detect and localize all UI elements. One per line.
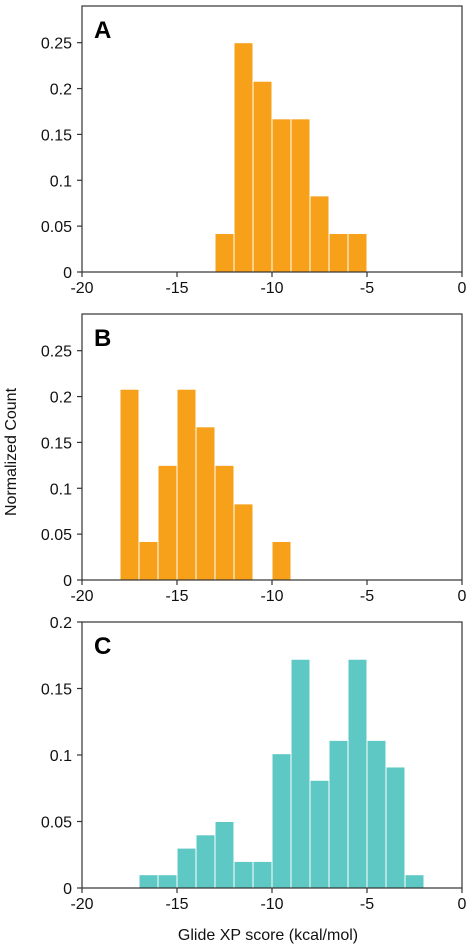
x-tick-label-c-0: -20	[70, 896, 93, 913]
bar-c-11	[347, 658, 368, 889]
bar-b-2	[157, 464, 178, 581]
y-tick-label-c-4: 0.2	[50, 615, 72, 632]
bar-c-7	[271, 753, 292, 889]
x-tick-label-b-1: -15	[165, 588, 188, 605]
x-tick-label-b-0: -20	[70, 588, 93, 605]
bar-a-0	[214, 232, 235, 273]
bar-a-4	[290, 118, 311, 273]
bar-c-3	[195, 834, 216, 889]
bar-b-0	[119, 388, 140, 581]
bar-c-1	[157, 874, 178, 889]
bar-b-7	[271, 540, 292, 581]
y-tick-label-b-5: 0.25	[41, 344, 72, 361]
x-tick-label-c-3: -5	[360, 896, 374, 913]
bar-c-0	[138, 874, 159, 889]
bar-c-14	[404, 874, 425, 889]
bar-c-10	[328, 739, 349, 889]
x-tick-label-c-4: 0	[458, 896, 467, 913]
x-tick-label-b-2: -10	[260, 588, 283, 605]
bar-c-2	[176, 847, 197, 889]
y-axis-title: Normalized Count	[3, 387, 20, 516]
y-tick-label-c-2: 0.1	[50, 748, 72, 765]
y-tick-label-a-1: 0.05	[41, 219, 72, 236]
bar-c-5	[233, 860, 254, 889]
panel-c: -20 -15 -10 -5 0 0 0.05 0.1 0.15 0.2 C	[41, 615, 467, 913]
bar-b-1	[138, 540, 159, 581]
panel-a: -20 -15 -10 -5 0 0 0.05 0.1 0.15 0.2 0.25 A	[41, 5, 467, 297]
bar-c-13	[385, 766, 406, 889]
y-tick-label-b-0: 0	[63, 573, 72, 590]
bar-c-4	[214, 821, 235, 889]
x-tick-label-a-1: -15	[165, 280, 188, 297]
y-tick-label-a-5: 0.25	[41, 36, 72, 53]
y-tick-label-a-3: 0.15	[41, 127, 72, 144]
bar-a-3	[271, 118, 292, 273]
y-tick-label-b-4: 0.2	[50, 390, 72, 407]
y-tick-label-c-1: 0.05	[41, 815, 72, 832]
panel-label-a: A	[94, 17, 111, 44]
y-tick-label-b-2: 0.1	[50, 481, 72, 498]
bar-c-8	[290, 658, 311, 889]
x-tick-label-a-3: -5	[360, 280, 374, 297]
y-tick-label-c-0: 0	[63, 881, 72, 898]
x-tick-label-a-0: -20	[70, 280, 93, 297]
x-tick-label-b-4: 0	[458, 588, 467, 605]
bar-c-6	[252, 860, 273, 889]
bar-b-3	[176, 388, 197, 581]
bar-b-6	[233, 503, 254, 581]
x-tick-label-c-2: -10	[260, 896, 283, 913]
x-tick-label-a-4: 0	[458, 280, 467, 297]
bar-a-2	[252, 80, 273, 273]
y-tick-label-a-4: 0.2	[50, 82, 72, 99]
bar-a-1	[233, 42, 254, 273]
bar-c-12	[366, 739, 387, 889]
x-axis-title: Glide XP score (kcal/mol)	[178, 927, 358, 944]
x-tick-label-b-3: -5	[360, 588, 374, 605]
panel-label-b: B	[94, 325, 111, 352]
bar-c-9	[309, 779, 330, 889]
y-tick-label-a-0: 0	[63, 265, 72, 282]
y-tick-label-b-1: 0.05	[41, 527, 72, 544]
y-tick-label-a-2: 0.1	[50, 173, 72, 190]
y-tick-label-c-3: 0.15	[41, 682, 72, 699]
x-tick-label-c-1: -15	[165, 896, 188, 913]
bar-a-6	[328, 232, 349, 273]
panel-label-c: C	[94, 633, 111, 660]
bar-a-7	[347, 232, 368, 273]
x-tick-label-a-2: -10	[260, 280, 283, 297]
panel-b: -20 -15 -10 -5 0 0 0.05 0.1 0.15 0.2 0.25 B	[41, 313, 467, 605]
bar-a-5	[309, 195, 330, 273]
bar-b-5	[214, 464, 235, 581]
bar-b-4	[195, 426, 216, 581]
y-tick-label-b-3: 0.15	[41, 435, 72, 452]
